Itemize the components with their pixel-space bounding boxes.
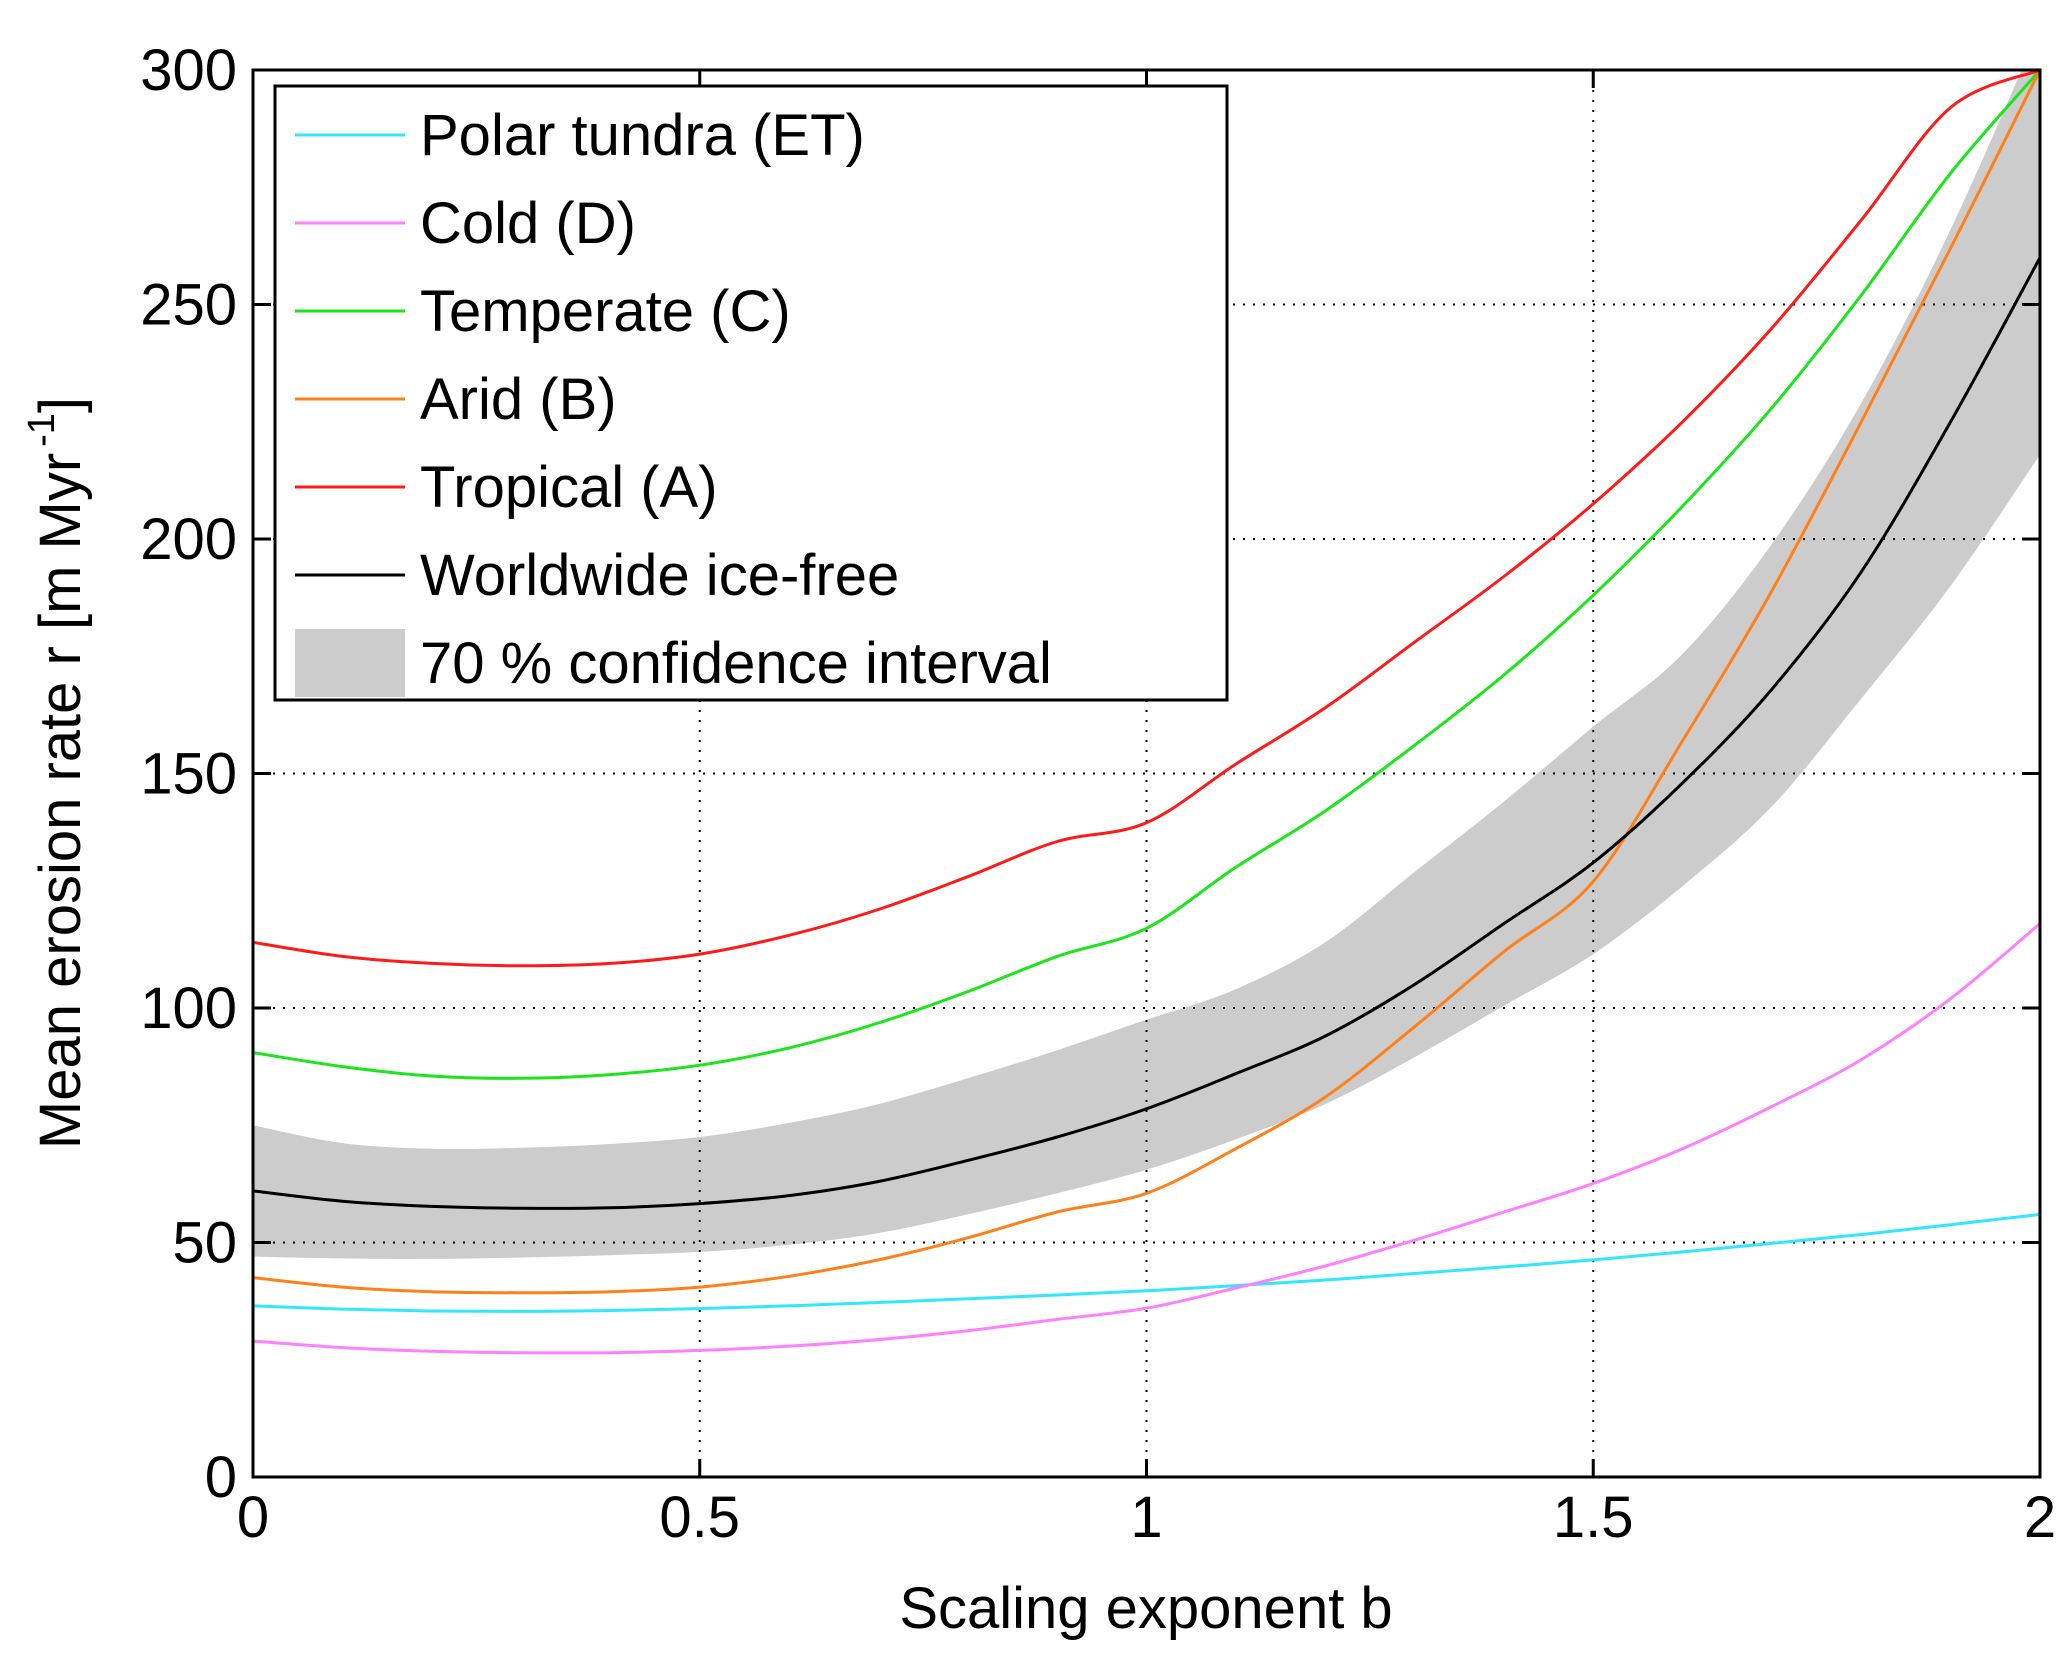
legend-label: 70 % confidence interval xyxy=(420,631,1052,696)
x-tick-label: 2 xyxy=(2024,1485,2056,1550)
series-line-temperate-c xyxy=(253,70,2040,1080)
y-tick-label: 300 xyxy=(140,38,237,103)
legend-box xyxy=(273,84,1229,702)
legend-label: Cold (D) xyxy=(420,191,636,256)
y-axis-label-superscript: -1 xyxy=(21,413,63,447)
y-axis-label: Mean erosion rate r [m Myr -1] xyxy=(21,397,93,1149)
series-line-tropical-a xyxy=(253,70,2040,968)
series-line-worldwide-ice-free xyxy=(253,256,2040,1210)
y-tick-label: 100 xyxy=(140,976,237,1041)
series-line-arid-b xyxy=(253,70,2040,1295)
x-axis-label: Scaling exponent b xyxy=(899,1576,1392,1641)
series-line-polar-tundra-et xyxy=(253,1212,2040,1313)
y-tick-label: 250 xyxy=(140,273,237,338)
x-tick-label: 0.5 xyxy=(659,1485,740,1550)
y-tick-label: 200 xyxy=(140,507,237,572)
x-tick-label: 0 xyxy=(237,1485,269,1550)
y-tick-label: 50 xyxy=(172,1211,237,1276)
y-axis-label-close: ] xyxy=(28,397,93,413)
legend-label: Tropical (A) xyxy=(420,455,718,520)
legend-label: Worldwide ice-free xyxy=(420,543,899,608)
legend-label: Arid (B) xyxy=(420,367,617,432)
y-tick-label: 150 xyxy=(140,742,237,807)
legend-swatch-band xyxy=(295,629,405,697)
legend-entries: Polar tundra (ET) Cold (D) Temperate (C) Ar… xyxy=(295,103,1052,697)
x-tick-label: 1.5 xyxy=(1553,1485,1634,1550)
y-tick-label: 0 xyxy=(205,1445,237,1510)
x-tick-label: 1 xyxy=(1130,1485,1162,1550)
legend: Polar tundra (ET) Cold (D) Temperate (C) Ar… xyxy=(273,84,1229,702)
series-layer xyxy=(253,70,2040,1355)
tick-layer: 0 0.5 1 1.5 2 0 50 100 150 200 250 300 xyxy=(140,38,2056,1550)
legend-label: Temperate (C) xyxy=(420,279,791,344)
legend-label: Polar tundra (ET) xyxy=(420,103,865,168)
series-line-cold-d xyxy=(253,922,2040,1355)
y-axis-label-main: Mean erosion rate r [m Myr xyxy=(28,453,93,1149)
